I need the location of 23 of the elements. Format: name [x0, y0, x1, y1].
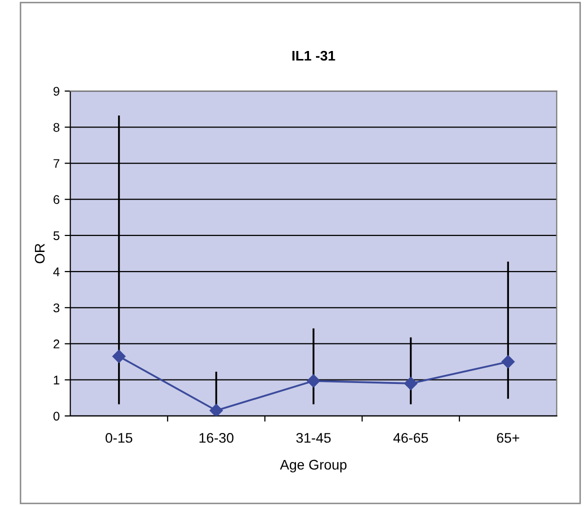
chart-title: IL1 -31 — [292, 50, 336, 61]
y-tick-label: 6 — [54, 195, 60, 204]
point — [306, 374, 320, 388]
x-tick-label: 31-45 — [296, 432, 331, 443]
y-tick-label: 4 — [53, 267, 60, 276]
x-tick-label: 16-30 — [200, 432, 234, 443]
point — [404, 376, 418, 390]
y-axis-title: OR — [34, 244, 45, 264]
y-tick-label: 7 — [54, 159, 60, 168]
x-tick-label: 46-65 — [393, 432, 428, 443]
y-tick-label: 5 — [53, 231, 60, 240]
x-tick-label: 0-15 — [106, 432, 132, 443]
x-axis-title: Age Group — [280, 460, 347, 472]
y-tick-label: 9 — [54, 86, 60, 96]
point — [501, 355, 515, 368]
y-tick-label: 0 — [53, 412, 60, 421]
point — [112, 350, 126, 363]
x-tick-label: 65+ — [496, 432, 520, 443]
y-tick-label: 3 — [53, 303, 60, 312]
y-tick-label: 2 — [54, 340, 60, 348]
y-tick-label: 1 — [54, 376, 60, 384]
y-tick-label: 8 — [53, 122, 60, 132]
point — [210, 404, 223, 416]
